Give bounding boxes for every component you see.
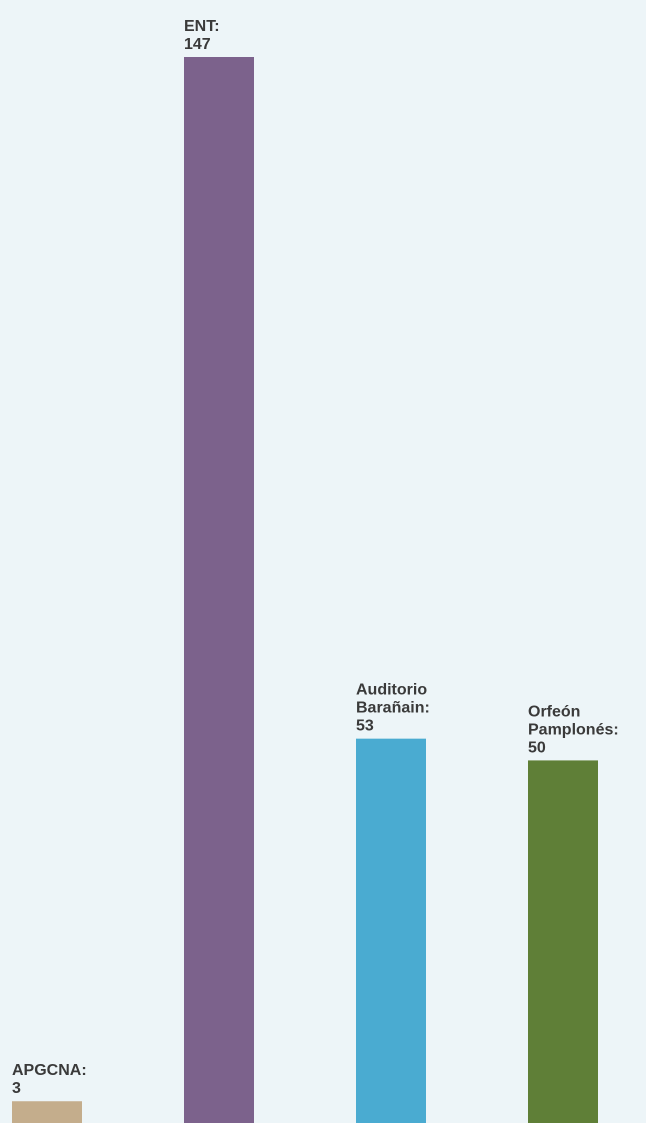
bar-label: ENT: 147 (184, 18, 220, 53)
bar-label-line: 3 (12, 1080, 21, 1097)
bar-apgcna (12, 1101, 82, 1123)
bar-label-line: 50 (528, 739, 546, 756)
bar-label-line: Orfeón (528, 703, 580, 720)
bar-label: APGCNA: 3 (12, 1062, 87, 1097)
bar-label: Auditorio Barañain: 53 (356, 682, 430, 735)
bar-label-line: 147 (184, 36, 211, 53)
bar-label-line: APGCNA: (12, 1062, 87, 1079)
bar-label-line: 53 (356, 718, 374, 735)
bar-label-line: Pamplonés: (528, 721, 619, 738)
bar-orfe-n-pamplon-s (528, 760, 598, 1123)
bar-auditorio-bara-ain (356, 738, 426, 1123)
bar-ent (184, 57, 254, 1123)
bar-label-line: ENT: (184, 18, 220, 35)
bar-label-line: Auditorio (356, 682, 427, 699)
bar-label: Orfeón Pamplonés: 50 (528, 703, 619, 756)
bar-label-line: Barañain: (356, 700, 430, 717)
